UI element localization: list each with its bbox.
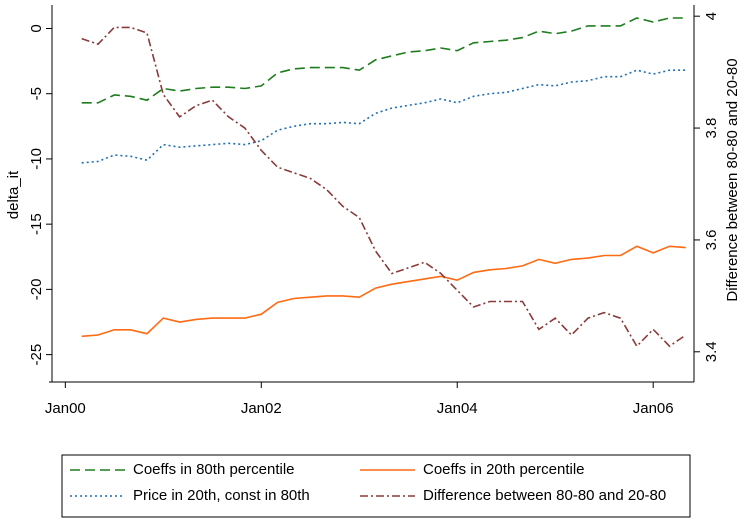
y-tick-label: -10 <box>28 148 45 170</box>
series-line <box>81 17 686 104</box>
x-tick-label: Jan06 <box>633 400 674 417</box>
y2-axis-label: Difference between 80-80 and 20-80 <box>724 58 741 301</box>
y2-tick-label: 4 <box>703 12 720 20</box>
y2-tick-label: 3.6 <box>703 229 720 250</box>
y-tick-label: -25 <box>28 344 45 366</box>
legend-label: Coeffs in 80th percentile <box>133 461 295 478</box>
series-line <box>81 69 686 164</box>
legend-label: Coeffs in 20th percentile <box>423 461 585 478</box>
legend-box <box>61 454 691 518</box>
legend-label: Price in 20th, const in 80th <box>133 487 310 504</box>
y-axis-label: delta_it <box>5 170 22 219</box>
y-tick-label: -15 <box>28 213 45 235</box>
y-tick-label: -20 <box>28 279 45 301</box>
series-line <box>81 26 687 348</box>
y-tick-label: -5 <box>28 87 45 100</box>
y-tick-label: 0 <box>28 24 45 32</box>
x-tick-label: Jan00 <box>45 400 86 417</box>
x-tick-label: Jan02 <box>241 400 282 417</box>
legend-label: Difference between 80-80 and 20-80 <box>423 487 666 504</box>
y2-tick-label: 3.4 <box>703 341 720 362</box>
y2-tick-label: 3.8 <box>703 118 720 139</box>
x-tick-label: Jan04 <box>437 400 478 417</box>
series-line <box>81 245 686 338</box>
